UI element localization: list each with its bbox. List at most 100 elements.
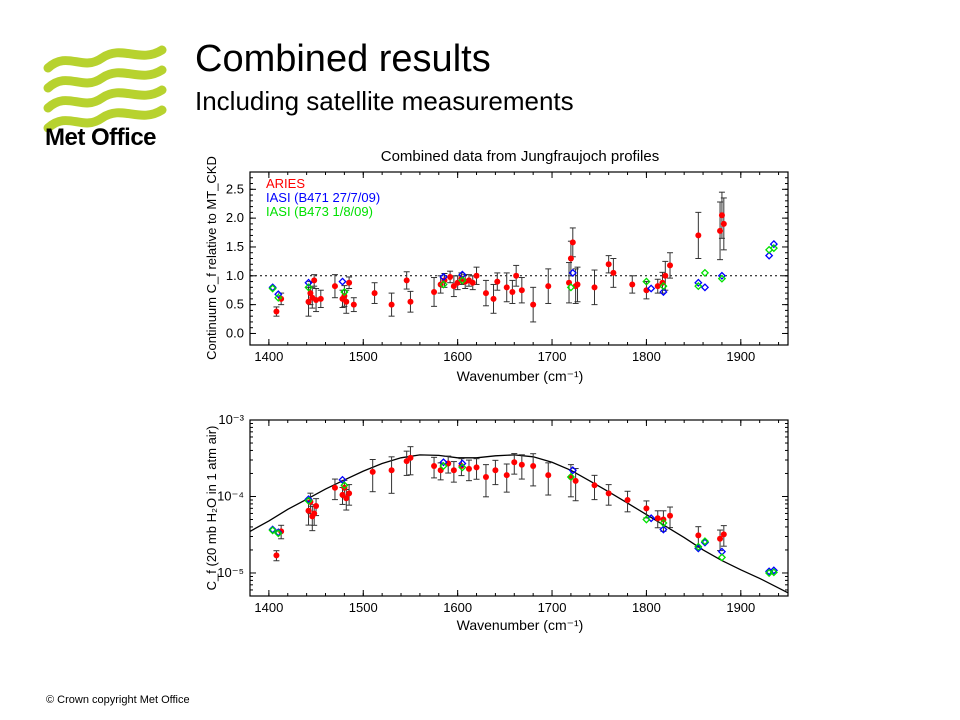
data-point-iasi-b471 xyxy=(439,458,448,467)
data-point-iasi-b471 xyxy=(304,495,313,504)
legend-entry: ARIES xyxy=(266,176,305,191)
data-point-aries xyxy=(509,288,516,295)
data-point-iasi-b473 xyxy=(694,542,703,551)
data-point-aries xyxy=(605,261,612,268)
met-office-logo xyxy=(43,45,167,133)
data-point-aries xyxy=(511,459,518,466)
x-tick-label: 1400 xyxy=(254,600,283,615)
data-point-iasi-b473 xyxy=(717,553,727,562)
data-point-iasi-b471 xyxy=(274,290,283,299)
data-point-aries xyxy=(473,464,480,471)
data-point-aries xyxy=(545,283,552,290)
data-point-aries xyxy=(346,279,353,286)
data-point-aries xyxy=(313,503,320,510)
y-tick-label: 1.5 xyxy=(226,239,244,254)
y-tick-label: 2.0 xyxy=(226,210,244,225)
data-point-aries xyxy=(574,281,581,288)
data-point-aries xyxy=(629,281,636,288)
x-tick-label: 1700 xyxy=(538,349,567,364)
data-point-aries xyxy=(313,297,320,304)
data-point-iasi-b473 xyxy=(642,277,651,286)
legend-entry: IASI (B473 1/8/09) xyxy=(266,204,373,219)
model-curve xyxy=(249,454,789,594)
logo-text: Met Office xyxy=(45,124,157,151)
data-point-iasi-b473 xyxy=(304,283,313,292)
data-point-aries xyxy=(407,298,414,305)
data-point-iasi-b471 xyxy=(647,514,656,523)
data-point-aries xyxy=(518,287,525,294)
data-point-aries xyxy=(450,283,457,290)
data-point-aries xyxy=(591,482,598,489)
x-tick-label: 1500 xyxy=(349,600,378,615)
data-point-iasi-b473 xyxy=(717,274,727,283)
data-point-aries xyxy=(388,467,395,474)
data-point-iasi-b473 xyxy=(694,282,703,291)
data-point-iasi-b471 xyxy=(568,466,577,475)
x-tick-label: 1800 xyxy=(632,349,661,364)
page-subtitle: Including satellite measurements xyxy=(195,86,574,116)
x-tick-label: 1800 xyxy=(632,600,661,615)
data-point-aries xyxy=(720,220,727,227)
page-title: Combined results xyxy=(195,38,491,80)
data-point-aries xyxy=(350,301,357,308)
data-point-iasi-b471 xyxy=(338,277,347,286)
data-point-aries xyxy=(305,298,312,305)
data-point-iasi-b471 xyxy=(765,251,774,260)
data-point-iasi-b471 xyxy=(647,284,656,293)
data-point-aries xyxy=(610,269,617,276)
data-point-iasi-b473 xyxy=(274,529,283,538)
data-point-iasi-b473 xyxy=(304,496,313,505)
y-tick-label: 1.0 xyxy=(226,268,244,283)
x-tick-label: 1500 xyxy=(349,349,378,364)
data-point-iasi-b471 xyxy=(694,278,703,287)
data-point-aries xyxy=(331,484,338,491)
data-point-iasi-b471 xyxy=(304,278,313,287)
chart-bottom-ylabel: C_f (20 mb H₂O in 1 atm air) xyxy=(204,426,219,591)
data-point-aries xyxy=(503,284,510,291)
data-point-aries xyxy=(305,507,312,514)
data-point-aries xyxy=(407,454,414,461)
data-point-iasi-b471 xyxy=(458,459,467,468)
data-point-aries xyxy=(311,277,318,284)
data-point-iasi-b471 xyxy=(568,268,577,278)
data-point-aries xyxy=(643,505,650,512)
data-point-aries xyxy=(605,490,612,497)
data-point-iasi-b471 xyxy=(769,566,778,575)
data-point-aries xyxy=(662,272,669,279)
data-point-aries xyxy=(371,290,378,297)
data-point-iasi-b473 xyxy=(439,461,448,471)
data-point-aries xyxy=(482,290,489,297)
data-point-aries xyxy=(388,301,395,308)
data-point-iasi-b473 xyxy=(566,283,576,292)
data-point-aries xyxy=(667,262,674,269)
y-tick-label: 0.0 xyxy=(226,325,244,340)
data-point-aries xyxy=(530,463,537,470)
data-point-aries xyxy=(720,531,727,538)
data-point-iasi-b473 xyxy=(458,463,467,472)
data-point-aries xyxy=(503,472,510,479)
chart-top: 1400 1500 1600 1700 1800 1900 0.0 0.5 1.0 1.5 2.0 2… xyxy=(226,171,789,364)
data-point-aries xyxy=(403,277,410,284)
data-point-aries xyxy=(567,255,574,262)
chart-top-xlabel: Wavenumber (cm⁻¹) xyxy=(457,368,584,384)
data-point-aries xyxy=(317,295,324,302)
data-point-aries xyxy=(273,308,280,315)
data-point-aries xyxy=(450,467,457,474)
chart-top-title: Combined data from Jungfraujoch profiles xyxy=(381,148,659,165)
data-point-iasi-b473 xyxy=(268,284,277,293)
x-tick-label: 1400 xyxy=(254,349,283,364)
y-tick-label: 10⁻⁴ xyxy=(217,488,244,503)
data-point-aries xyxy=(718,212,725,219)
data-point-aries xyxy=(654,515,661,522)
data-point-iasi-b471 xyxy=(268,283,277,292)
data-point-aries xyxy=(567,473,574,480)
x-tick-label: 1900 xyxy=(726,349,755,364)
data-point-aries xyxy=(343,495,350,502)
data-point-aries xyxy=(492,467,499,474)
data-point-iasi-b471 xyxy=(700,283,710,292)
data-point-aries xyxy=(572,477,579,484)
data-point-aries xyxy=(431,463,438,470)
x-tick-label: 1700 xyxy=(538,600,567,615)
data-point-aries xyxy=(273,552,280,559)
